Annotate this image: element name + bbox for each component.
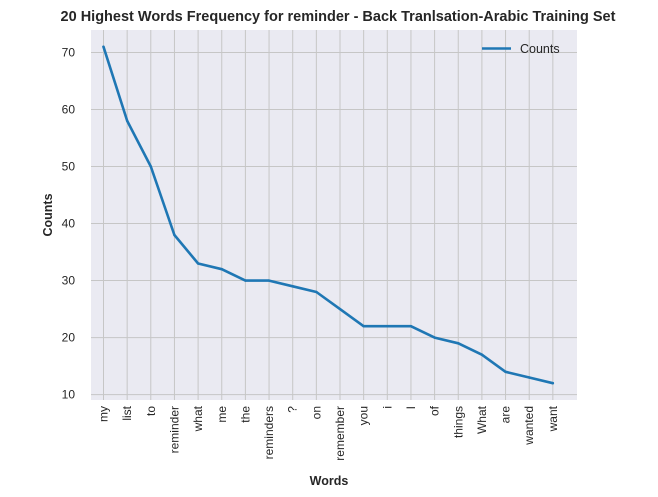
plot-area xyxy=(91,30,577,400)
x-tick-label: what xyxy=(191,405,205,432)
y-tick-label: 10 xyxy=(62,388,76,402)
x-axis: my list to reminder what me the reminders? on rem… xyxy=(97,405,560,460)
data-point xyxy=(244,279,247,282)
data-point xyxy=(528,376,531,379)
x-tick-label: to xyxy=(144,406,158,416)
data-point xyxy=(220,268,223,271)
data-point xyxy=(126,119,129,123)
x-tick-label: want xyxy=(546,405,560,432)
x-tick-label: remember xyxy=(333,406,347,461)
x-tick-label: are xyxy=(499,406,513,424)
x-tick-label: What xyxy=(475,405,489,434)
data-point xyxy=(362,325,365,328)
y-axis-label: Counts xyxy=(41,193,55,236)
series-line xyxy=(102,45,555,385)
data-point xyxy=(551,382,554,385)
x-tick-label: list xyxy=(120,405,134,420)
data-point xyxy=(267,279,271,282)
x-tick-label: wanted xyxy=(522,406,536,446)
x-tick-label: you xyxy=(357,406,371,425)
data-point xyxy=(149,165,152,168)
data-point xyxy=(480,353,484,356)
y-tick-label: 50 xyxy=(62,160,76,174)
data-point xyxy=(196,262,200,265)
y-tick-label: 70 xyxy=(62,46,76,60)
y-tick-label: 40 xyxy=(62,217,76,231)
x-tick-label: my xyxy=(97,406,111,422)
data-point xyxy=(457,342,460,345)
x-tick-label: i xyxy=(380,406,394,409)
grid xyxy=(91,30,577,400)
data-point xyxy=(409,325,413,328)
data-point xyxy=(386,325,389,328)
legend-label: Counts xyxy=(520,42,560,56)
x-tick-label: the xyxy=(238,406,252,423)
x-tick-label: me xyxy=(215,406,229,423)
x-tick-label: reminders xyxy=(262,406,276,459)
y-tick-label: 60 xyxy=(62,103,76,117)
data-point xyxy=(338,307,342,311)
y-axis: 10 20 30 40 50 60 70 xyxy=(62,46,76,402)
x-tick-label: things xyxy=(451,406,465,438)
chart-title: 20 Highest Words Frequency for reminder … xyxy=(61,9,616,25)
legend: Counts xyxy=(482,42,560,56)
x-axis-label: Words xyxy=(310,474,349,488)
data-point xyxy=(291,285,294,288)
y-tick-label: 30 xyxy=(62,274,76,288)
x-tick-label: on xyxy=(309,406,323,419)
x-tick-label: ? xyxy=(286,406,300,413)
x-tick-label: of xyxy=(428,405,442,416)
series-counts xyxy=(102,45,555,385)
data-point xyxy=(433,336,436,339)
data-point xyxy=(315,290,318,294)
x-tick-label: I xyxy=(404,406,418,409)
data-point xyxy=(102,45,105,48)
data-point xyxy=(504,370,507,373)
data-point xyxy=(173,233,176,237)
y-tick-label: 20 xyxy=(62,331,76,345)
x-tick-label: reminder xyxy=(167,406,181,453)
